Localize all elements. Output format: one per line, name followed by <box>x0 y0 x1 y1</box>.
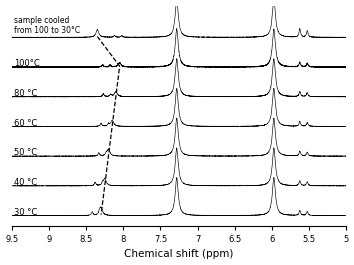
Text: 50 °C: 50 °C <box>13 148 37 157</box>
X-axis label: Chemical shift (ppm): Chemical shift (ppm) <box>124 249 234 259</box>
Text: 80 °C: 80 °C <box>13 89 37 98</box>
Text: sample cooled
from 100 to 30°C: sample cooled from 100 to 30°C <box>13 16 80 35</box>
Text: 30 °C: 30 °C <box>13 208 37 217</box>
Text: 60 °C: 60 °C <box>13 119 37 128</box>
Text: 100°C: 100°C <box>13 59 39 68</box>
Text: 40 °C: 40 °C <box>13 178 37 187</box>
